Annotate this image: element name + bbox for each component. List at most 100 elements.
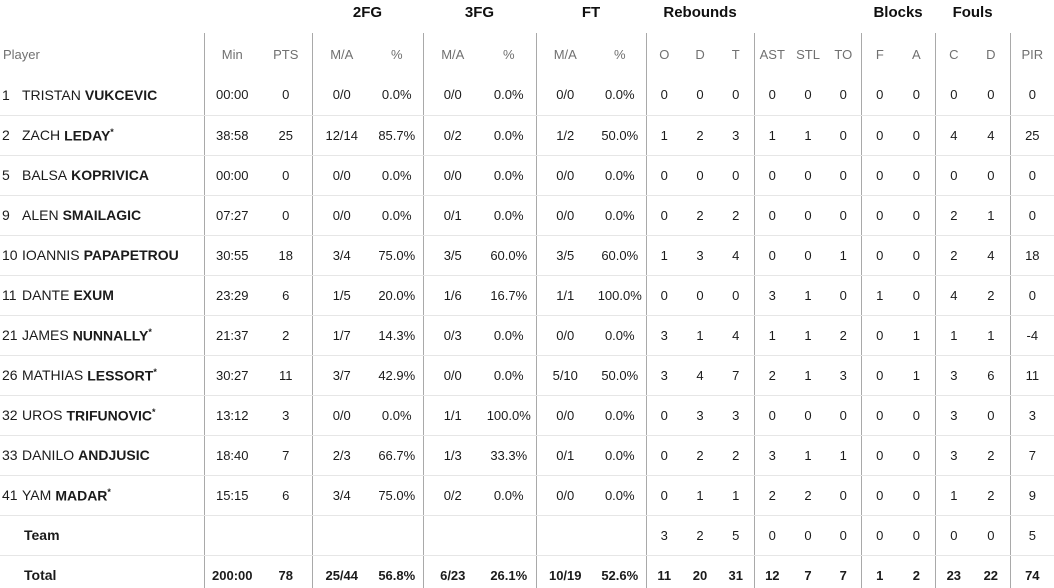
player-last-name: VUKCEVIC (84, 86, 158, 103)
assists-cell: 2 (754, 355, 791, 396)
column-header-blocks-f: F (875, 46, 884, 62)
ft-made-attempted-cell: 0/0 (536, 155, 594, 196)
player-last-name: EXUM (73, 287, 114, 303)
rebounds-defensive-cell: 2 (682, 515, 719, 556)
table-row: 1 TRISTAN VUKCEVIC 00:00 0 0/0 0.0% 0/0 0.… (0, 75, 1054, 116)
ft-percent-cell: 0.0% (594, 395, 647, 436)
3fg-made-attempted-cell: 1/3 (423, 435, 482, 476)
3fg-made-attempted-cell: 0/1 (423, 195, 482, 236)
starter-asterisk: * (110, 126, 114, 137)
blocks-against-cell: 0 (898, 515, 936, 556)
3fg-made-attempted-cell: 0/0 (423, 75, 482, 116)
ft-made-attempted-cell: 0/0 (536, 315, 594, 356)
steals-cell: 0 (790, 75, 827, 116)
steals-cell: 0 (790, 235, 827, 276)
rebounds-offensive-cell: 0 (646, 435, 683, 476)
assists-cell: 0 (754, 515, 791, 556)
blocks-favour-cell: 0 (861, 435, 899, 476)
blocks-against-cell: 0 (898, 395, 936, 436)
player-first-name: TRISTAN (22, 86, 81, 103)
3fg-made-attempted-cell: 0/0 (423, 155, 482, 196)
ft-percent-cell (594, 515, 647, 556)
2fg-percent-cell (371, 515, 424, 556)
column-header-pir: PIR (1021, 46, 1044, 62)
fouls-drawn-cell: 6 (972, 355, 1011, 396)
player-last-name: MADAR (55, 487, 108, 504)
3fg-made-attempted-cell: 6/23 (423, 555, 482, 588)
blocks-favour-cell: 0 (861, 195, 899, 236)
rebounds-total-cell: 7 (718, 355, 755, 396)
steals-cell: 0 (790, 395, 827, 436)
row-label (141, 207, 143, 223)
points-cell: 0 (260, 75, 313, 116)
row-label (157, 367, 159, 383)
blocks-favour-cell: 0 (861, 75, 899, 116)
group-spacer (754, 0, 861, 33)
player-first-name: DANTE (22, 287, 70, 303)
player-last-name: KOPRIVICA (71, 167, 149, 183)
minutes-cell: 00:00 (204, 155, 260, 196)
steals-cell: 0 (790, 155, 827, 196)
ft-percent-cell: 52.6% (594, 555, 647, 588)
column-header-2fg-ma: M/A (330, 46, 354, 62)
assists-cell: 0 (754, 75, 791, 116)
rebounds-defensive-cell: 4 (682, 355, 719, 396)
rebounds-defensive-cell: 3 (682, 235, 719, 276)
group-header-blocks: Blocks (873, 4, 923, 21)
steals-cell: 1 (790, 435, 827, 476)
2fg-percent-cell: 75.0% (371, 475, 424, 516)
blocks-favour-cell: 0 (861, 395, 899, 436)
minutes-cell: 13:12 (204, 395, 260, 436)
fouls-committed-cell: 1 (935, 315, 973, 356)
rebounds-defensive-cell: 3 (682, 395, 719, 436)
ft-percent-cell: 100.0% (594, 275, 647, 316)
rebounds-defensive-cell: 20 (682, 555, 719, 588)
rebounds-offensive-cell: 0 (646, 475, 683, 516)
rebounds-defensive-cell: 2 (682, 195, 719, 236)
blocks-against-cell: 1 (898, 355, 936, 396)
2fg-made-attempted-cell: 12/14 (312, 115, 371, 156)
ft-percent-cell: 0.0% (594, 75, 647, 116)
table-row: 33 DANILO ANDJUSIC 18:40 7 2/3 66.7% 1/3 3… (0, 435, 1054, 476)
turnovers-cell: 3 (826, 355, 862, 396)
ft-made-attempted-cell: 3/5 (536, 235, 594, 276)
rebounds-offensive-cell: 0 (646, 75, 683, 116)
fouls-drawn-cell: 1 (972, 195, 1011, 236)
player-number: 26 (2, 367, 18, 384)
player-number: 2 (2, 127, 10, 144)
player-last-name: LEDAY (64, 127, 111, 144)
2fg-made-attempted-cell: 2/3 (312, 435, 371, 476)
column-header-ast: AST (759, 46, 785, 62)
rebounds-defensive-cell: 1 (682, 475, 719, 516)
player-number: 10 (2, 247, 18, 263)
fouls-drawn-cell: 0 (972, 75, 1011, 116)
column-header-player: Player (0, 33, 205, 75)
3fg-made-attempted-cell: 1/6 (423, 275, 482, 316)
2fg-percent-cell: 85.7% (371, 115, 424, 156)
minutes-cell: 21:37 (204, 315, 260, 356)
player-last-name: LESSORT (87, 367, 154, 384)
rebounds-total-cell: 2 (718, 435, 755, 476)
table-row: 21 JAMES NUNNALLY* 21:37 2 1/7 14.3% 0/3 0… (0, 315, 1054, 356)
minutes-cell: 38:58 (204, 115, 260, 156)
turnovers-cell: 0 (826, 195, 862, 236)
assists-cell: 2 (754, 475, 791, 516)
blocks-favour-cell: 0 (861, 515, 899, 556)
fouls-drawn-cell: 22 (972, 555, 1011, 588)
2fg-percent-cell: 66.7% (371, 435, 424, 476)
fouls-committed-cell: 2 (935, 195, 973, 236)
column-header-stl: STL (796, 46, 820, 62)
player-number: 41 (2, 487, 18, 504)
blocks-against-cell: 0 (898, 115, 936, 156)
rebounds-defensive-cell: 1 (682, 315, 719, 356)
points-cell (260, 515, 313, 556)
2fg-made-attempted-cell: 0/0 (312, 155, 371, 196)
fouls-drawn-cell: 1 (972, 315, 1011, 356)
blocks-favour-cell: 0 (861, 315, 899, 356)
3fg-percent-cell: 0.0% (482, 195, 537, 236)
group-header-rebounds: Rebounds (663, 4, 737, 21)
3fg-made-attempted-cell (423, 515, 482, 556)
player-last-name: SMAILAGIC (62, 207, 142, 223)
row-label (114, 287, 116, 303)
